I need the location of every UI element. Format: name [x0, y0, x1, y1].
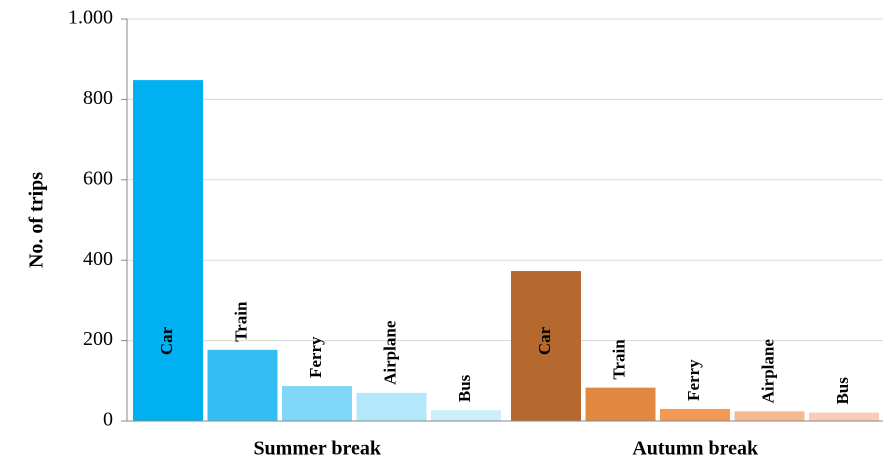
y-axis-label: No. of trips	[26, 172, 48, 268]
bar-label: Train	[609, 339, 628, 380]
y-tick-label: 600	[83, 167, 113, 189]
bar-label: Bus	[833, 377, 852, 405]
bar	[431, 410, 501, 421]
bar-label: Car	[535, 326, 554, 355]
y-tick-label: 0	[103, 409, 113, 431]
y-tick-label: 400	[83, 248, 113, 270]
bar-label: Bus	[455, 374, 474, 402]
bar	[356, 392, 427, 421]
bar	[660, 408, 730, 421]
bar	[585, 387, 656, 421]
y-tick-label: 1.000	[68, 7, 113, 29]
bar	[282, 386, 352, 421]
x-tick-label: Summer break	[253, 438, 381, 460]
bar-label: Airplane	[380, 320, 399, 385]
y-tick-label: 200	[83, 328, 113, 350]
bar-label: Ferry	[684, 359, 703, 401]
bar	[511, 271, 581, 421]
x-tick-label: Autumn break	[632, 438, 759, 460]
bar	[734, 411, 805, 421]
bar-label: Train	[231, 301, 250, 342]
bar	[133, 80, 203, 421]
bar	[809, 412, 879, 421]
bar	[207, 349, 278, 421]
bar-label: Car	[157, 326, 176, 355]
bar-label: Airplane	[758, 339, 777, 404]
bar-label: Ferry	[306, 336, 325, 378]
y-tick-label: 800	[83, 87, 113, 109]
